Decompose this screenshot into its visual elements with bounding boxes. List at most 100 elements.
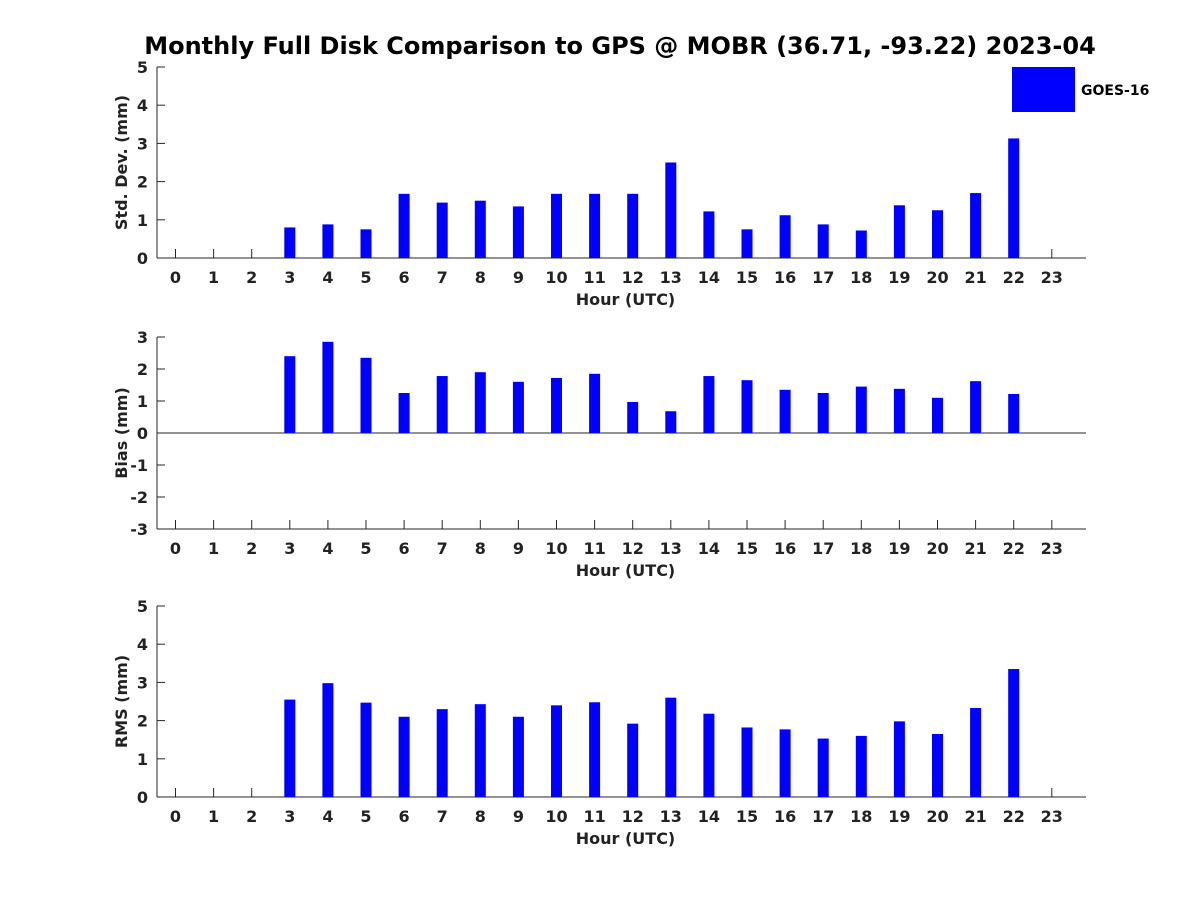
x-tick-label: 21 (964, 807, 986, 826)
x-tick-label: 2 (246, 268, 257, 287)
x-tick-label: 16 (774, 539, 796, 558)
bar-hour-22 (1008, 393, 1020, 433)
x-tick-label: 12 (622, 539, 644, 558)
x-tick-label: 2 (246, 807, 257, 826)
x-tick-label: 11 (583, 539, 605, 558)
x-tick-label: 2 (246, 539, 257, 558)
bar-hour-19 (893, 205, 905, 258)
bar-hour-6 (398, 716, 410, 797)
y-tick-label: 1 (137, 750, 148, 769)
x-tick-label: 13 (660, 268, 682, 287)
x-tick-label: 7 (437, 807, 448, 826)
x-axis-label: Hour (UTC) (576, 290, 676, 309)
x-tick-label: 20 (926, 268, 948, 287)
x-tick-label: 8 (475, 807, 486, 826)
x-tick-label: 10 (545, 807, 567, 826)
x-tick-label: 13 (660, 539, 682, 558)
x-tick-label: 16 (774, 807, 796, 826)
x-tick-label: 4 (322, 268, 333, 287)
x-tick-label: 19 (888, 539, 910, 558)
bar-hour-8 (474, 704, 486, 797)
x-tick-label: 4 (322, 539, 333, 558)
x-tick-label: 0 (170, 268, 181, 287)
x-tick-label: 19 (888, 807, 910, 826)
bar-hour-12 (627, 401, 639, 433)
x-tick-label: 1 (208, 539, 219, 558)
x-axis-label: Hour (UTC) (576, 829, 676, 848)
x-tick-label: 22 (1003, 807, 1025, 826)
x-tick-label: 0 (170, 807, 181, 826)
bar-hour-20 (932, 210, 943, 258)
bar-hour-17 (817, 738, 829, 797)
bar-hour-15 (741, 229, 753, 258)
y-tick-label: 0 (137, 424, 148, 443)
bar-hour-6 (398, 193, 410, 258)
x-tick-label: 14 (698, 807, 720, 826)
y-axis-label: RMS (mm) (112, 655, 131, 748)
y-tick-label: -3 (130, 520, 148, 539)
x-tick-label: 10 (545, 539, 567, 558)
x-tick-label: 6 (399, 268, 410, 287)
y-axis-label: Bias (mm) (112, 387, 131, 479)
bar-hour-10 (551, 377, 562, 433)
bar-hour-21 (970, 193, 982, 258)
x-tick-label: 14 (698, 268, 720, 287)
y-tick-label: 1 (137, 211, 148, 230)
y-tick-label: -2 (130, 488, 148, 507)
x-tick-label: 17 (812, 268, 834, 287)
x-tick-label: 11 (583, 807, 605, 826)
x-tick-label: 14 (698, 539, 720, 558)
bar-hour-17 (817, 224, 829, 258)
x-tick-label: 17 (812, 539, 834, 558)
bar-hour-8 (474, 200, 486, 258)
y-tick-label: 5 (137, 58, 148, 77)
y-axis-label: Std. Dev. (mm) (112, 95, 131, 230)
x-tick-label: 20 (926, 539, 948, 558)
y-tick-label: 1 (137, 392, 148, 411)
bar-hour-14 (703, 211, 715, 258)
bar-hour-22 (1008, 138, 1020, 258)
legend: GOES-16 (1012, 67, 1149, 112)
x-tick-label: 5 (360, 539, 371, 558)
bar-hour-18 (855, 735, 867, 797)
chart-title: Monthly Full Disk Comparison to GPS @ MO… (144, 32, 1096, 60)
y-tick-label: 3 (137, 328, 148, 347)
bar-hour-11 (589, 193, 601, 258)
x-tick-label: 23 (1041, 268, 1063, 287)
y-tick-label: 0 (137, 249, 148, 268)
y-tick-label: 3 (137, 134, 148, 153)
bar-hour-15 (741, 727, 753, 797)
x-tick-label: 7 (437, 539, 448, 558)
x-tick-label: 8 (475, 539, 486, 558)
x-tick-label: 8 (475, 268, 486, 287)
x-tick-label: 22 (1003, 539, 1025, 558)
x-tick-label: 1 (208, 807, 219, 826)
bar-hour-3 (284, 699, 296, 797)
x-tick-label: 10 (545, 268, 567, 287)
x-tick-label: 21 (964, 268, 986, 287)
x-tick-label: 13 (660, 807, 682, 826)
x-tick-label: 19 (888, 268, 910, 287)
x-tick-label: 23 (1041, 807, 1063, 826)
bar-hour-22 (1008, 669, 1020, 797)
bar-hour-8 (474, 372, 486, 433)
bar-hour-7 (436, 709, 448, 797)
x-tick-label: 22 (1003, 268, 1025, 287)
bar-hour-7 (436, 202, 448, 258)
y-tick-label: 3 (137, 673, 148, 692)
bar-hour-16 (779, 215, 791, 258)
x-tick-label: 18 (850, 539, 872, 558)
x-tick-label: 16 (774, 268, 796, 287)
bar-hour-5 (360, 229, 372, 258)
x-tick-label: 3 (284, 807, 295, 826)
bar-hour-3 (284, 227, 296, 258)
bar-hour-9 (512, 206, 524, 258)
x-tick-label: 4 (322, 807, 333, 826)
legend-label: GOES-16 (1081, 83, 1149, 99)
y-tick-label: 4 (137, 635, 148, 654)
bar-hour-16 (779, 389, 791, 433)
x-tick-label: 6 (399, 807, 410, 826)
bar-hour-15 (741, 380, 753, 433)
bar-hour-14 (703, 376, 715, 433)
x-tick-label: 9 (513, 807, 524, 826)
